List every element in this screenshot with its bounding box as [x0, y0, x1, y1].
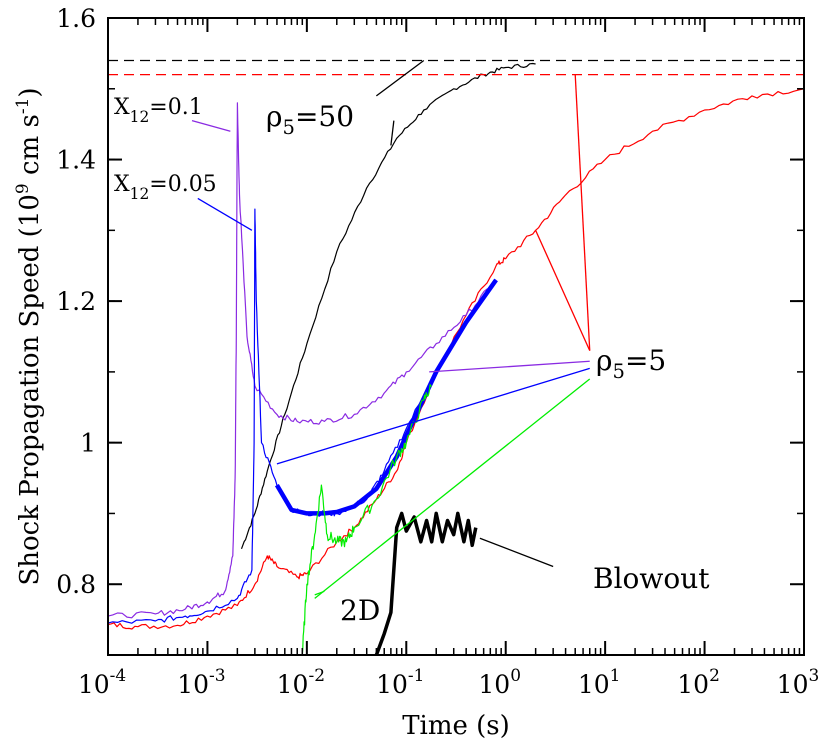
- series-rho5-5: [108, 88, 804, 630]
- label-x005-pointer: [197, 197, 253, 231]
- label-2d-pointer: [314, 590, 325, 596]
- label-x005: X12=0.05: [114, 172, 217, 203]
- x-tick-label: 102: [677, 666, 720, 699]
- y-tick-label: 1.6: [56, 4, 96, 33]
- label-rho5-pointer: [429, 360, 590, 373]
- label-rho50: ρ5=50: [266, 100, 354, 139]
- label-blowout-pointer: [479, 537, 554, 568]
- y-tick-label: 1.2: [56, 287, 96, 316]
- plot-frame: [107, 17, 805, 656]
- x-tick-label: 10-3: [177, 666, 225, 699]
- series-2d: [301, 384, 432, 655]
- label-rho5-pointer: [276, 367, 590, 465]
- series-layer: [108, 62, 804, 655]
- label-blowout: Blowout: [593, 562, 710, 595]
- reference-lines: [108, 59, 804, 76]
- label-x01-pointer: [191, 120, 231, 132]
- x-axis-title: Time (s): [402, 711, 510, 741]
- label-x01: X12=0.1: [114, 95, 203, 126]
- series-x12-0-05: [108, 208, 497, 624]
- label-rho5-pointer: [574, 74, 591, 351]
- y-tick-label: 1.4: [56, 146, 96, 175]
- y-tick-label: 0.8: [56, 570, 96, 599]
- ticks: [107, 17, 805, 656]
- series-blowout: [374, 511, 478, 655]
- label-rho50-pointer: [390, 120, 395, 146]
- x-tick-label: 101: [578, 666, 621, 699]
- label-rho50-pointer: [375, 59, 425, 97]
- series-rho5-5-thick-blue: [274, 278, 498, 516]
- label-rho5-pointer: [314, 378, 591, 599]
- x-tick-label: 10-4: [78, 666, 126, 699]
- x-tick-label: 10-1: [376, 666, 424, 699]
- y-axis-title: Shock Propagation Speed (109 cm s-1): [13, 87, 45, 585]
- x-tick-label: 10-2: [277, 666, 325, 699]
- tick-labels: 10-4 10-3 10-2 10-1 100 101 102 103 0.8 1 1.2 1.4 1.…: [56, 4, 819, 699]
- y-axis-title-exp9: 9: [13, 183, 33, 194]
- annotations: ρ5=50 ρ5=5 X12=0.1 X12=0.05 2D Blowout: [114, 59, 710, 627]
- y-axis-title-main: Shock Propagation Speed (10: [15, 194, 45, 585]
- y-axis-title-close: ): [15, 87, 45, 97]
- y-tick-label: 1: [80, 429, 96, 458]
- label-2d: 2D: [340, 594, 380, 627]
- y-axis-title-exp-neg1: -1: [13, 98, 33, 115]
- label-rho5: ρ5=5: [596, 344, 666, 383]
- series-x12-0-1: [108, 102, 497, 619]
- label-rho5-pointer: [535, 230, 591, 351]
- x-tick-label: 103: [777, 666, 820, 699]
- x-tick-label: 100: [478, 666, 521, 699]
- y-axis-title-units: cm s: [15, 114, 45, 183]
